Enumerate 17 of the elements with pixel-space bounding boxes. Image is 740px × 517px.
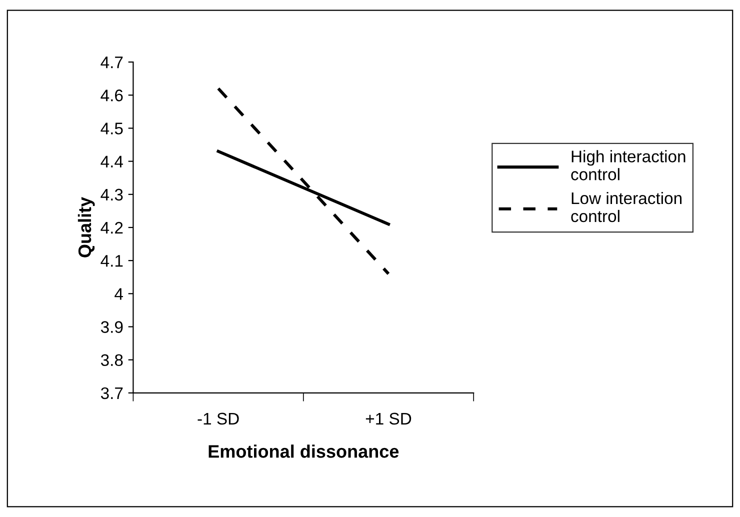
y-tick-label: 4.7 [100,56,123,68]
y-tick-label: 4.5 [100,122,123,134]
x-axis-title: Emotional dissonance [208,444,399,458]
y-tick-label: 4.4 [100,156,123,168]
x-tick-label: -1 SD [198,412,239,425]
y-tick-label: 3.7 [100,387,123,400]
legend-label: High interaction control [571,150,686,180]
y-tick-label: 4.2 [100,222,123,234]
y-tick-label: 3.9 [100,321,123,333]
legend-label: Low interaction control [571,192,682,222]
y-tick-label: 4.3 [100,188,123,201]
y-tick-label: 3.8 [100,354,123,366]
x-tick-label: +1 SD [366,412,412,425]
y-axis-title: Quality [78,196,95,258]
y-tick-label: 4 [114,288,123,300]
y-tick-label: 4.1 [100,255,123,267]
y-tick-label: 4.6 [100,90,123,102]
